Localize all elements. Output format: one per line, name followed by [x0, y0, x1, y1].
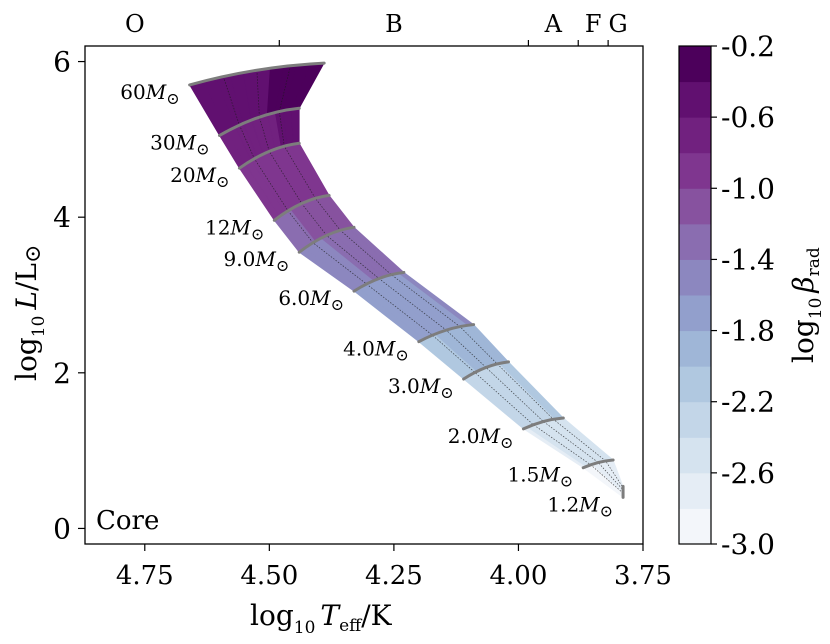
spectral-class-F: F: [585, 10, 602, 38]
colorbar-swatch: [679, 259, 711, 296]
colorbar-swatch: [679, 46, 711, 83]
track-4-0: [417, 323, 476, 344]
y-axis: 0 2 4 6: [53, 46, 85, 545]
x-tick-label: 4.00: [490, 561, 548, 591]
spectral-class-B: B: [385, 10, 403, 38]
spectral-class-A: A: [544, 10, 563, 38]
plot-frame: [84, 45, 644, 545]
track-1-5: [581, 458, 615, 470]
track-20: [237, 141, 301, 170]
panel-label: Core: [96, 506, 159, 536]
colorbar-label: log10βrad: [787, 247, 826, 363]
colorbar-swatch: [679, 81, 711, 118]
colorbar-swatch: [679, 330, 711, 367]
track-2-0: [521, 416, 565, 431]
track-label-2-0: 2.0M⊙: [448, 424, 514, 452]
x-tick-label: 4.75: [116, 561, 174, 591]
track-12: [272, 193, 331, 222]
colorbar-tick-label: -1.8: [721, 315, 775, 348]
x-tick-label: 4.50: [240, 561, 298, 591]
track-label-9-0: 9.0M⊙: [224, 247, 290, 275]
colorbar-swatch: [679, 188, 711, 225]
colorbar-tick-label: -1.0: [721, 172, 775, 205]
colorbar-swatch: [679, 472, 711, 509]
colorbar-swatch: [679, 508, 711, 545]
track-label-60: 60M⊙: [120, 80, 179, 108]
track-label-4-0: 4.0M⊙: [343, 337, 409, 365]
colorbar-tick-label: -2.6: [721, 457, 775, 490]
colorbar-swatch: [679, 152, 711, 189]
y-tick-label: 0: [53, 512, 71, 545]
track-label-30: 30M⊙: [150, 130, 209, 158]
colorbar-swatch: [679, 366, 711, 403]
contour-region: [188, 62, 624, 499]
colorbar-swatch: [679, 401, 711, 438]
colorbar-tick-label: -1.4: [721, 243, 775, 276]
track-30: [218, 106, 301, 137]
colorbar-frame: [678, 45, 712, 545]
colorbar-swatch: [679, 437, 711, 474]
colorbar-swatch: [679, 117, 711, 154]
track-label-6-0: 6.0M⊙: [278, 286, 344, 314]
track-label-12: 12M⊙: [205, 215, 264, 243]
track-60: [188, 61, 326, 87]
track-label-20: 20M⊙: [170, 163, 229, 191]
track-6-0: [352, 270, 406, 293]
colorbar: -3.0 -2.6 -2.2 -1.8 -1.4 -1.0 -0.6 -0.2: [678, 30, 775, 561]
track-label-1-5: 1.5M⊙: [508, 463, 574, 491]
colorbar-tick-label: -0.6: [721, 101, 775, 134]
x-axis-label: log10 Teff/K: [250, 599, 393, 638]
colorbar-swatch: [679, 295, 711, 332]
colorbar-tick-label: -3.0: [721, 528, 775, 561]
colorbar-tick-label: -0.2: [721, 30, 775, 63]
colorbar-tick-label: -2.2: [721, 386, 775, 419]
y-tick-label: 6: [53, 46, 71, 79]
spectral-class-O: O: [125, 10, 145, 38]
spectral-class-G: G: [609, 10, 628, 38]
track-3-0: [462, 360, 510, 381]
track-9-0: [297, 225, 356, 254]
y-tick-label: 4: [53, 201, 71, 234]
x-tick-label: 4.25: [365, 561, 423, 591]
x-axis: 4.75 4.50 4.25 4.00 3.75: [116, 544, 672, 591]
track-label-3-0: 3.0M⊙: [388, 374, 454, 402]
track-label-1-2: 1.2M⊙: [547, 492, 613, 520]
y-tick-label: 2: [53, 357, 71, 390]
x-tick-label: 3.75: [614, 561, 672, 591]
evolution-tracks: 60M⊙ 30M⊙ 20M⊙ 12M⊙ 9.0M⊙ 6.0M⊙ 4.0M⊙ 3.0M⊙ 2.0M…: [120, 61, 625, 520]
colorbar-swatch: [679, 223, 711, 260]
y-axis-label: log10L/L⊙: [10, 245, 49, 381]
